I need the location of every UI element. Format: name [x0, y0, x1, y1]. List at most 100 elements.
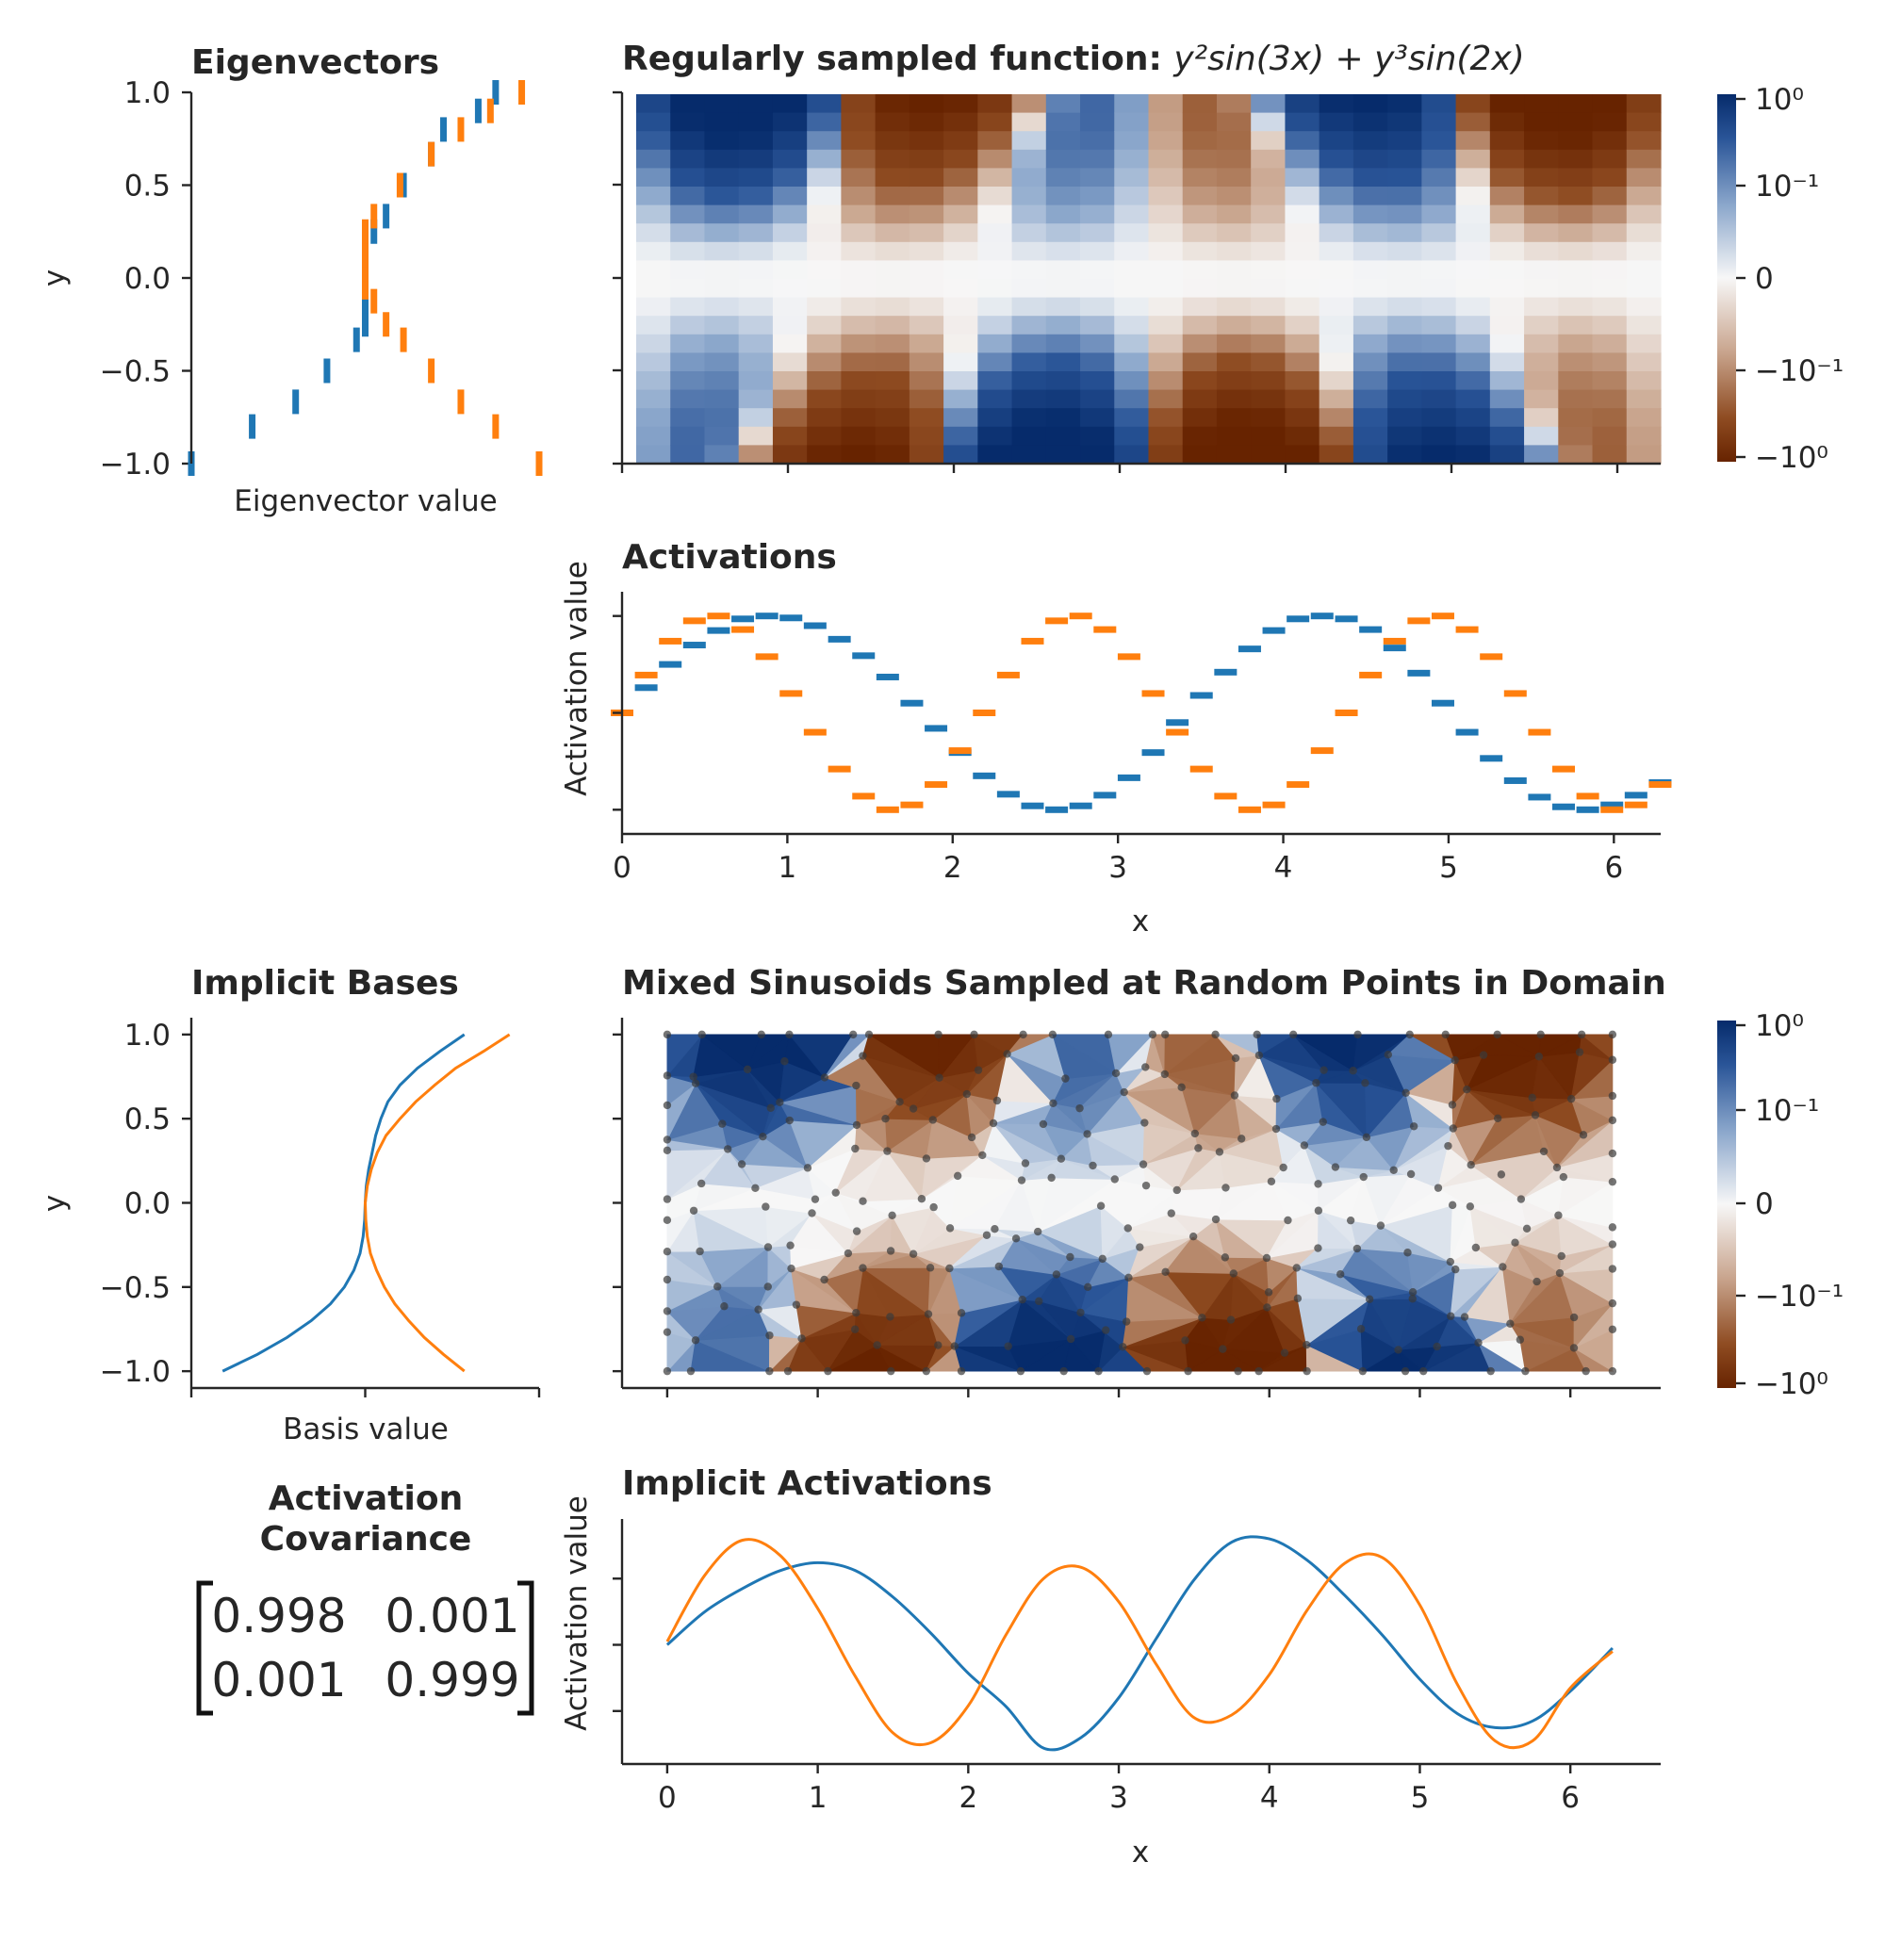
heatmap-cell: [807, 241, 842, 261]
heatmap-cell: [1148, 279, 1184, 299]
heatmap-cell: [841, 408, 877, 428]
activation-blue-mark: [1069, 802, 1092, 809]
heatmap-cell: [1114, 204, 1150, 224]
mesh-sample-point: [1401, 1088, 1410, 1098]
implicit-activations-x-tick-label: 3: [1109, 1781, 1128, 1815]
mesh-sample-point: [787, 1264, 795, 1273]
heatmap-cell: [1592, 279, 1628, 299]
activation-orange-mark: [1383, 637, 1406, 645]
heatmap-cell: [1387, 426, 1422, 446]
mesh-sample-point: [1408, 1288, 1418, 1297]
mesh-sample-point: [1284, 1216, 1292, 1225]
mesh-sample-point: [1039, 1119, 1048, 1129]
heatmap-cell: [1421, 241, 1457, 261]
mesh-sample-point: [1184, 1366, 1192, 1376]
heatmap-cell: [1387, 131, 1422, 151]
heatmap-cell: [1011, 389, 1047, 409]
heatmap-cell: [1080, 131, 1115, 151]
heatmap-cell: [1558, 426, 1594, 446]
heatmap-cell: [704, 408, 740, 428]
mesh-sample-point: [1314, 1206, 1323, 1215]
heatmap-cell: [670, 316, 706, 335]
heatmap-cell: [1626, 426, 1662, 446]
heatmap-cell: [1045, 241, 1081, 261]
heatmap-cell: [1319, 297, 1354, 317]
heatmap-cell: [977, 241, 1013, 261]
mesh-sample-point: [1353, 1030, 1362, 1039]
eigenvector-blue-mark: [292, 389, 300, 415]
heatmap-cell: [738, 204, 774, 224]
heatmap-cell: [1285, 334, 1320, 353]
mesh-sample-point: [1352, 1244, 1362, 1253]
heatmap-cell: [1558, 352, 1594, 372]
heatmap-cell: [1421, 279, 1457, 299]
heatmap-cell: [1011, 426, 1047, 446]
mesh-sample-point: [1521, 1366, 1530, 1376]
mesh-sample-point: [1172, 1185, 1181, 1195]
heatmap-cell: [738, 223, 774, 243]
heatmap-cell: [1182, 334, 1218, 353]
mesh-sample-point: [1511, 1238, 1519, 1247]
heatmap-cell: [704, 334, 740, 353]
activation-orange-mark: [1262, 801, 1286, 808]
mesh-sample-point: [859, 1197, 867, 1205]
heatmap-cell: [1352, 131, 1388, 151]
heatmap-cell: [704, 112, 740, 132]
heatmap-cell: [1285, 260, 1320, 280]
heatmap-cell: [807, 371, 842, 391]
heatmap-cell: [1080, 279, 1115, 299]
heatmap-cell: [977, 131, 1013, 151]
heatmap-cell: [875, 187, 910, 206]
heatmap-cell: [1421, 94, 1457, 114]
activation-orange-mark: [1455, 626, 1479, 633]
activation-blue-mark: [1335, 615, 1358, 623]
mesh-sample-point: [1569, 1313, 1579, 1322]
heatmap-cell: [670, 260, 706, 280]
activation-blue-mark: [682, 642, 706, 649]
activation-orange-mark: [707, 612, 730, 620]
mesh-sample-point: [1479, 1051, 1488, 1059]
heatmap-cell: [704, 352, 740, 372]
eigenvector-orange-mark: [362, 256, 369, 282]
heatmap-cell: [704, 223, 740, 243]
heatmap-cell: [1285, 149, 1320, 169]
mesh-sample-point: [1160, 1070, 1170, 1079]
heatmap-cell: [1251, 426, 1287, 446]
mesh-sample-point: [1533, 1277, 1541, 1286]
heatmap-cell: [1421, 168, 1457, 188]
heatmap-cell: [772, 94, 808, 114]
mesh-sample-point: [1557, 1251, 1565, 1261]
heatmap-cell: [1216, 389, 1252, 409]
mesh-sample-point: [852, 1120, 861, 1130]
heatmap-cell: [1011, 94, 1047, 114]
mesh-sample-point: [1271, 1124, 1281, 1134]
eigenvector-blue-mark: [400, 172, 407, 198]
heatmap-cell: [1558, 112, 1594, 132]
heatmap-cell: [875, 445, 910, 465]
heatmap-cell: [1319, 408, 1354, 428]
heatmap-cell: [1352, 371, 1388, 391]
mesh-sample-point: [1052, 1270, 1061, 1279]
heatmap-cell: [704, 297, 740, 317]
activation-orange-mark: [828, 765, 851, 773]
heatmap-cell: [1011, 279, 1047, 299]
heatmap-cell: [1080, 316, 1115, 335]
mesh-sample-point: [663, 1366, 672, 1376]
heatmap-cell: [1148, 371, 1184, 391]
mesh-sample-point: [994, 1262, 1004, 1271]
mesh-sample-point: [1394, 1346, 1402, 1354]
heatmap-cell: [1455, 168, 1491, 188]
heatmap-cell: [636, 131, 671, 151]
heatmap-cell: [670, 223, 706, 243]
activation-orange-mark: [1648, 781, 1672, 789]
mesh-sample-point: [762, 1202, 770, 1211]
heatmap-cell: [670, 279, 706, 299]
heatmap-cell: [1251, 168, 1287, 188]
activation-orange-mark: [731, 626, 755, 633]
eigenvector-blue-mark: [362, 288, 369, 314]
heatmap-cell: [772, 352, 808, 372]
random-mesh-points: [663, 1030, 1617, 1376]
heatmap-cell: [943, 371, 978, 391]
heatmap-cell: [875, 279, 910, 299]
heatmap-cell: [1216, 149, 1252, 169]
